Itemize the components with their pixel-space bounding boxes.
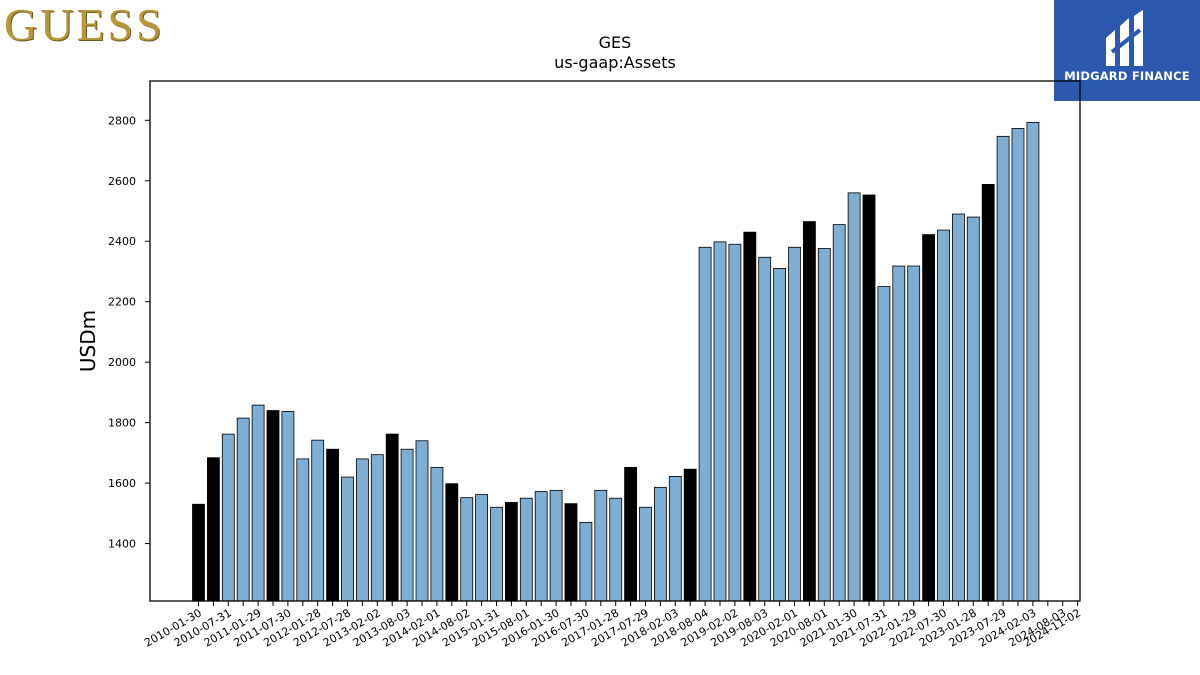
bar-2018-08-04 [698, 246, 712, 602]
bar-2014-08-02 [460, 497, 474, 602]
y-axis-label: USDm [76, 310, 100, 372]
bar-2015-10-31 [534, 491, 548, 602]
bar-2014-11-01 [475, 494, 489, 602]
y-tick-label: 2800 [108, 114, 136, 127]
y-tick-label: 2000 [108, 356, 136, 369]
bar-2021-07-31 [877, 286, 891, 602]
bar-2012-01-28 [311, 439, 325, 602]
y-tick-label: 1600 [108, 477, 136, 490]
bar-2017-10-28 [654, 486, 667, 602]
bar-2022-10-29 [952, 213, 965, 602]
bar-2015-08-01 [519, 497, 533, 602]
bar-2024-02-03 [1026, 122, 1040, 602]
bar-2021-05-01 [862, 194, 876, 602]
bar-2019-08-03 [758, 256, 772, 602]
bar-2011-04-30 [266, 410, 280, 602]
midgard-emblem-icon [1106, 10, 1143, 66]
bar-2020-08-01 [817, 248, 831, 602]
bar-2023-04-29 [981, 183, 995, 602]
y-tick-label: 2400 [108, 235, 136, 248]
bar-2021-01-30 [847, 192, 861, 602]
bars-group [192, 122, 1040, 602]
bar-2013-02-02 [370, 454, 384, 602]
y-tick-label: 1400 [108, 538, 136, 551]
bar-2023-07-29 [996, 135, 1010, 602]
bar-2023-10-28 [1011, 128, 1025, 602]
y-tick-label: 1800 [108, 417, 136, 430]
bar-2022-04-30 [922, 234, 935, 602]
bar-2010-07-31 [221, 433, 235, 602]
y-axis: 1400 1600 1800 2000 2200 2400 2600 2800 [108, 114, 150, 551]
bar-2012-04-28 [326, 448, 340, 602]
bar-2017-04-29 [624, 466, 637, 602]
bar-2019-02-02 [728, 243, 742, 602]
plot-frame [149, 80, 1081, 602]
bar-2011-07-30 [281, 411, 295, 602]
bar-2022-01-29 [907, 265, 921, 602]
bar-2018-11-03 [713, 241, 727, 602]
x-axis: 2010-01-302010-07-312011-01-292011-07-30… [142, 601, 1083, 650]
chart-title: GES [599, 33, 632, 52]
bar-2013-11-02 [415, 440, 429, 602]
bar-2018-02-03 [668, 476, 682, 602]
bar-2015-01-31 [490, 506, 503, 602]
bar-2011-10-29 [296, 458, 310, 602]
bar-2010-10-30 [236, 417, 250, 602]
bar-2020-10-31 [832, 224, 846, 602]
bar-2021-10-30 [892, 265, 906, 602]
bar-2013-08-03 [400, 448, 414, 602]
guess-logo: GUESS [4, 0, 165, 50]
bar-2022-07-30 [937, 229, 950, 602]
bar-2010-05-01 [206, 457, 220, 602]
bar-2016-10-29 [594, 489, 608, 602]
bar-2016-01-30 [549, 489, 563, 602]
chart-subtitle: us-gaap:Assets [554, 53, 676, 72]
y-tick-label: 2200 [108, 296, 136, 309]
y-tick-label: 2600 [108, 175, 136, 188]
bar-2017-07-29 [639, 506, 652, 602]
bar-2015-05-02 [504, 502, 518, 602]
bar-2012-07-28 [341, 476, 354, 602]
midgard-finance-logo: MIDGARD FINANCE [1054, 0, 1200, 101]
bar-2019-11-02 [773, 268, 786, 602]
bar-2013-05-04 [385, 433, 399, 602]
bar-2020-02-01 [788, 246, 801, 602]
bar-2011-01-29 [251, 404, 265, 602]
bar-2018-05-05 [683, 468, 697, 602]
bar-2016-07-30 [579, 522, 593, 602]
bar-2014-02-01 [430, 466, 444, 602]
bar-2019-05-04 [743, 231, 757, 602]
bar-2012-10-27 [355, 458, 369, 602]
bar-2023-01-28 [966, 216, 980, 602]
bar-2010-01-30 [192, 503, 205, 602]
bar-2014-05-03 [445, 483, 459, 602]
bar-2017-01-28 [609, 497, 623, 602]
midgard-finance-label: MIDGARD FINANCE [1064, 69, 1190, 83]
bar-2016-04-30 [564, 503, 578, 602]
bar-2020-05-02 [803, 221, 816, 602]
